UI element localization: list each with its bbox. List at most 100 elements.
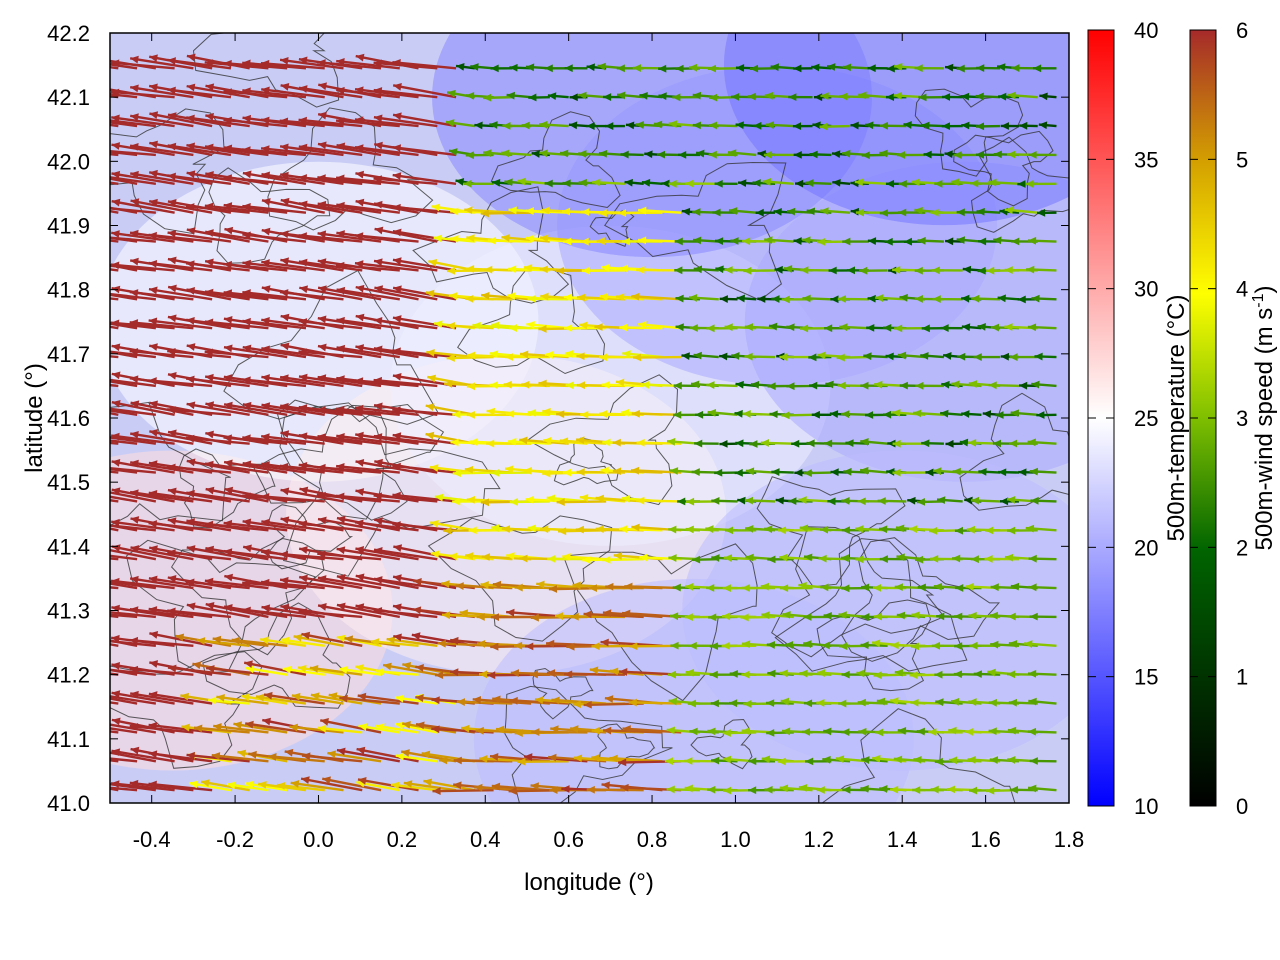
- wind-arrow: [508, 437, 550, 446]
- wind-arrow: [130, 198, 194, 214]
- wind-arrow: [279, 402, 344, 416]
- wind-arrow: [564, 670, 625, 679]
- wind-arrow: [242, 202, 307, 214]
- wind-arrow: [693, 265, 719, 274]
- wind-arrow: [781, 411, 813, 420]
- wind-arrow: [317, 433, 382, 445]
- wind-arrow: [355, 431, 419, 445]
- wind-arrow: [204, 520, 269, 532]
- terrain-contour: [959, 392, 1069, 511]
- wind-arrow: [130, 170, 194, 185]
- wind-arrow: [317, 200, 382, 214]
- wind-arrow: [186, 227, 250, 243]
- wind-arrow: [129, 143, 194, 157]
- wind-arrow: [336, 634, 382, 647]
- wind-arrow: [624, 178, 644, 187]
- colorbar-tick-label: 1: [1236, 665, 1248, 690]
- wind-arrow: [111, 230, 175, 243]
- wind-arrow: [268, 753, 325, 763]
- terrain-contour: [562, 543, 758, 702]
- wind-arrow: [1024, 640, 1057, 648]
- wind-arrow: [290, 780, 344, 792]
- wind-arrow: [432, 787, 494, 795]
- wind-arrow: [242, 518, 307, 532]
- wind-arrow: [317, 174, 382, 185]
- wind-arrow: [111, 487, 175, 503]
- terrain-contour: [277, 399, 445, 520]
- wind-arrow: [486, 439, 532, 448]
- wind-arrow: [714, 468, 738, 477]
- wind-arrow: [961, 410, 982, 418]
- wind-arrow: [822, 755, 851, 764]
- wind-arrow: [110, 580, 157, 590]
- wind-arrow: [242, 259, 307, 272]
- wind-arrow: [336, 86, 400, 99]
- wind-arrow: [1010, 409, 1038, 418]
- colorbar-tick-label: 20: [1134, 535, 1158, 560]
- wind-arrow: [110, 613, 138, 619]
- wind-arrow: [298, 574, 363, 590]
- wind-arrow: [110, 93, 138, 99]
- wind-arrow: [298, 373, 363, 388]
- wind-arrow: [186, 142, 250, 157]
- wind-arrow: [971, 294, 1001, 303]
- wind-arrow: [373, 87, 438, 99]
- wind-arrow: [898, 179, 926, 188]
- wind-arrow: [110, 319, 175, 330]
- wind-arrow: [216, 693, 269, 705]
- terrain-contour: [279, 402, 501, 577]
- wind-arrow: [786, 382, 813, 391]
- wind-arrow: [110, 63, 138, 70]
- wind-arrow: [129, 489, 194, 503]
- wind-arrow: [110, 123, 119, 128]
- wind-arrow: [110, 65, 119, 70]
- wind-arrow: [354, 232, 419, 243]
- wind-arrow: [727, 149, 757, 157]
- wind-arrow: [578, 91, 607, 100]
- wind-arrow: [779, 353, 813, 361]
- wind-arrow: [491, 468, 532, 477]
- wind-arrow: [110, 701, 119, 705]
- wind-arrow: [386, 636, 438, 647]
- wind-arrow: [762, 178, 794, 186]
- wind-arrow: [186, 401, 250, 416]
- wind-arrow: [354, 260, 419, 272]
- y-tick-label: 42.2: [47, 21, 90, 46]
- wind-arrow: [260, 145, 325, 157]
- wind-arrow: [425, 403, 476, 416]
- temperature-colorbar-label: 500m-temperature (°C): [1163, 294, 1190, 541]
- x-tick-label: 1.8: [1054, 827, 1085, 852]
- wind-arrow: [129, 636, 194, 647]
- wind-arrow: [914, 64, 944, 73]
- wind-arrow: [390, 781, 438, 792]
- wind-arrow: [298, 143, 363, 157]
- wind-arrow: [392, 347, 457, 359]
- wind-arrow: [110, 88, 175, 99]
- x-tick-label: -0.2: [216, 827, 254, 852]
- wind-arrow: [711, 496, 738, 505]
- plot-area: [110, 33, 1069, 803]
- wind-arrow: [354, 144, 419, 157]
- wind-arrow: [317, 59, 382, 70]
- wind-arrow: [1000, 122, 1019, 130]
- wind-arrow: [110, 268, 119, 272]
- wind-arrow: [483, 93, 513, 102]
- wind-arrow: [336, 573, 401, 590]
- terrain-contour: [504, 685, 673, 803]
- wind-arrow: [110, 407, 157, 416]
- wind-arrow: [223, 174, 288, 185]
- terrain-contour: [490, 111, 621, 209]
- wind-arrow: [918, 93, 944, 102]
- wind-arrow: [300, 776, 363, 792]
- wind-arrow: [185, 375, 250, 388]
- wind-arrow: [336, 747, 400, 763]
- wind-arrow: [110, 181, 119, 185]
- wind-arrow: [879, 121, 907, 130]
- wind-arrow: [260, 59, 325, 70]
- y-tick-label: 41.7: [47, 342, 90, 367]
- wind-arrow: [860, 438, 888, 446]
- wind-arrow: [245, 720, 307, 734]
- wind-arrow: [1025, 179, 1057, 188]
- wind-arrow: [504, 178, 532, 187]
